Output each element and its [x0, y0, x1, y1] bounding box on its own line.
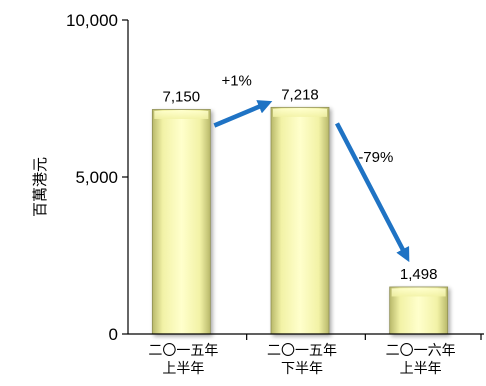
y-tick-label: 10,000 — [66, 11, 118, 30]
bar — [151, 109, 211, 335]
bar-bevel — [273, 108, 327, 117]
x-category-label: 二〇一五年 — [148, 342, 218, 358]
bar-data-label: 7,150 — [163, 88, 201, 105]
bar — [389, 286, 449, 335]
y-tick-label: 0 — [109, 325, 118, 344]
bar-body — [151, 109, 211, 335]
change-arrow — [335, 122, 410, 263]
change-annotation: +1% — [213, 72, 273, 128]
bars-layer — [151, 106, 449, 335]
y-axis-title-text: 百萬港元 — [32, 157, 49, 217]
annotations-layer: +1% -79% — [213, 72, 410, 263]
axes-layer: 0 5,000 10,000 — [66, 11, 484, 344]
bar-bevel — [391, 288, 446, 297]
x-category-label: 上半年 — [162, 360, 204, 376]
y-axis-title: 百萬港元 — [32, 157, 49, 217]
y-tick-label: 5,000 — [75, 168, 118, 187]
change-arrow — [213, 100, 273, 128]
bar-data-label: 7,218 — [281, 86, 319, 103]
x-category-label: 上半年 — [400, 360, 442, 376]
change-label: +1% — [221, 72, 251, 89]
x-category-label: 下半年 — [281, 360, 323, 376]
bar — [270, 106, 330, 335]
x-category-label: 二〇一六年 — [386, 342, 456, 358]
bar-bevel — [154, 110, 209, 119]
x-category-label: 二〇一五年 — [267, 342, 337, 358]
bar-data-label: 1,498 — [400, 266, 438, 283]
change-label: -79% — [358, 149, 393, 166]
bar-body — [270, 106, 330, 335]
change-annotation: -79% — [335, 122, 410, 263]
